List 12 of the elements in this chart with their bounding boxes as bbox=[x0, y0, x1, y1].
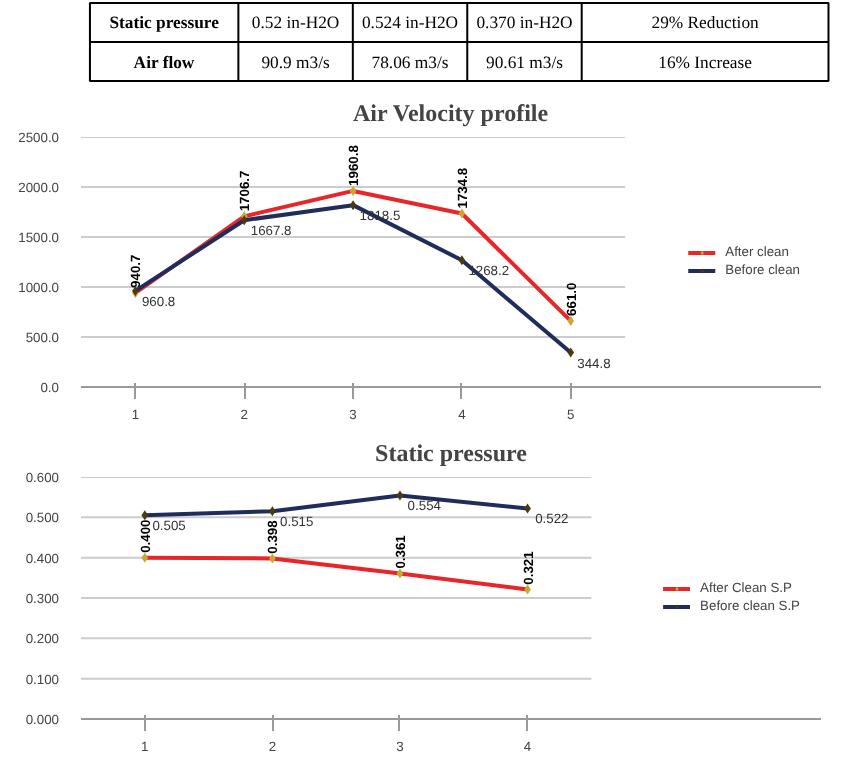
text: 90.61 m3/s bbox=[486, 51, 565, 72]
text: 0.370 in-H2O bbox=[476, 12, 573, 33]
chart-title: Static pressure bbox=[375, 439, 529, 467]
chart-title: Air Velocity profile bbox=[353, 99, 550, 127]
text: 0.52 in-H2O bbox=[251, 12, 340, 33]
text: Static pressure bbox=[109, 12, 220, 33]
text: 16% Increase bbox=[658, 51, 753, 72]
text: 78.06 m3/s bbox=[371, 51, 450, 72]
text: 90.9 m3/s bbox=[261, 51, 331, 72]
text: 0.524 in-H2O bbox=[361, 12, 459, 33]
text: Air flow bbox=[133, 51, 196, 72]
text: 29% Reduction bbox=[651, 12, 761, 33]
